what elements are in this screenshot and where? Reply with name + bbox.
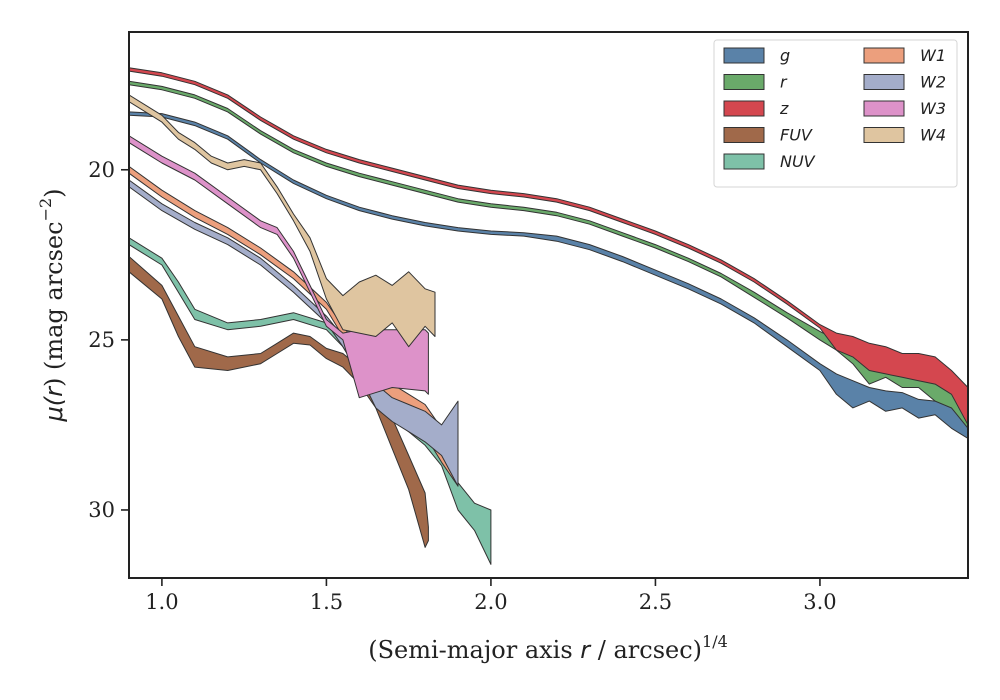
legend-label-w1: W1: [920, 46, 946, 65]
y-axis-title-rest: ) (mag arcsec: [40, 221, 68, 387]
series-layer: [129, 67, 968, 565]
y-tick-label: 30: [88, 498, 115, 522]
plot-frame: [128, 31, 969, 579]
legend-label-z: z: [779, 99, 789, 118]
series-band-r: [129, 80, 968, 429]
legend-label-w4: W4: [920, 126, 946, 145]
x-axis-title-rest: / arcsec): [590, 636, 702, 664]
x-tick-label: 1.5: [310, 590, 343, 614]
series-band-w2: [129, 179, 459, 487]
x-tick-label: 2.5: [639, 590, 672, 614]
legend-swatch-w2: [863, 74, 905, 90]
series-band-w4: [129, 94, 436, 348]
legend-swatch-w3: [863, 100, 905, 117]
legend-label-nuv: NUV: [780, 152, 816, 171]
legend: grz FUV NUV W1 W2 W3 W4: [713, 39, 958, 188]
y-axis-title-main: μ(: [40, 395, 68, 422]
legend-swatch-w1: [863, 47, 905, 64]
legend-label-g: g: [780, 46, 790, 65]
series-band-nuv: [129, 237, 492, 565]
y-axis-title: μ(r) (mag arcsec−2): [36, 188, 68, 422]
legend-label-w3: W3: [920, 99, 946, 118]
x-tick-label: 3.0: [803, 590, 836, 614]
y-axis-title-sup: −2: [36, 198, 55, 222]
x-axis-title-sup: 1/4: [702, 632, 728, 651]
series-band-fuv: [129, 256, 429, 548]
x-axis-title-var: r: [580, 636, 592, 664]
x-axis: 1.0 1.5 2.0 2.5 3.0: [145, 578, 837, 614]
series-band-g: [129, 111, 968, 439]
x-tick-label: 1.0: [145, 590, 178, 614]
y-tick-label: 20: [88, 158, 115, 182]
y-axis-title-close: ): [40, 188, 68, 197]
series-band-z: [129, 67, 968, 426]
y-axis: 20 25 30: [88, 158, 129, 522]
legend-swatch-r: [723, 74, 765, 90]
legend-label-fuv: FUV: [780, 126, 813, 145]
x-axis-title: (Semi-major axis r / arcsec)1/4: [368, 632, 728, 664]
legend-swatch-w4: [863, 127, 905, 143]
legend-swatch-fuv: [723, 127, 765, 143]
y-axis-title-var: r: [40, 385, 68, 397]
legend-swatch-z: [723, 100, 765, 117]
legend-label-r: r: [780, 73, 788, 92]
legend-swatch-nuv: [723, 153, 765, 170]
legend-label-w2: W2: [920, 73, 946, 92]
y-tick-label: 25: [88, 328, 115, 352]
x-axis-title-main: (Semi-major axis: [368, 636, 580, 664]
x-tick-label: 2.0: [474, 590, 507, 614]
legend-swatch-g: [723, 47, 765, 64]
